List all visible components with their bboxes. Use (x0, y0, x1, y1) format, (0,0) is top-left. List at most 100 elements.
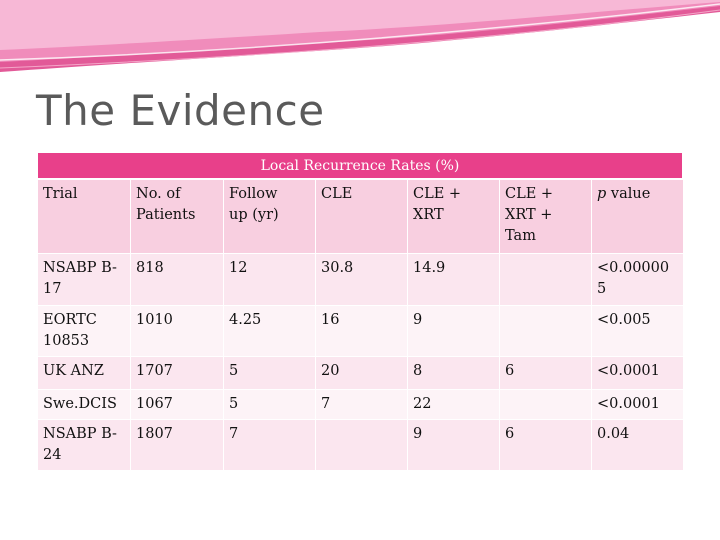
header-cell: Follow up (yr) (223, 179, 316, 254)
header-cell: p value (591, 179, 684, 254)
cell-line: Tam (505, 228, 536, 245)
table-row: Swe.DCIS 1067 5 7 22 <0.0001 (37, 389, 684, 421)
cell-line: 7 (321, 396, 331, 413)
table-cell: <0.00000 5 (591, 253, 684, 306)
table-cell: 1010 (130, 304, 224, 358)
table-cell: 14.9 (407, 253, 500, 306)
cell-line: CLE + (413, 186, 462, 202)
table-cell: 5 (223, 389, 316, 421)
cell-line: 8 (413, 363, 423, 380)
header-cell: CLE + XRT + Tam (499, 179, 592, 254)
table-cell: <0.0001 (591, 389, 684, 421)
cell-line: 1807 (136, 426, 173, 443)
table-cell: 7 (315, 389, 408, 421)
cell-line: 14.9 (413, 260, 446, 276)
cell-line: 9 (413, 312, 423, 328)
data-table: Trial No. of Patients Follow up (yr) CLE CLE +… (37, 179, 684, 472)
table-cell (499, 389, 592, 421)
table-cell: UK ANZ (37, 356, 131, 391)
table-cell (499, 253, 592, 306)
table-cell: 20 (315, 356, 408, 391)
cell-line: XRT + (505, 207, 553, 224)
cell-line: up (yr) (229, 207, 279, 224)
table-row: NSABP B- 17 818 12 30.8 14.9 <0.00000 5 (37, 253, 684, 306)
header-row: Trial No. of Patients Follow up (yr) CLE CLE +… (37, 179, 684, 254)
cell-line: Swe.DCIS (43, 396, 117, 413)
cell-line: 16 (321, 312, 340, 328)
table-cell: NSABP B- 24 (37, 419, 131, 472)
cell-line: 5 (229, 396, 239, 413)
cell-line: 6 (505, 363, 515, 380)
cell-line: NSABP B- (43, 426, 117, 443)
cell-line: <0.005 (597, 312, 651, 328)
table-cell: 0.04 (591, 419, 684, 472)
cell-line: NSABP B- (43, 260, 117, 276)
cell-line: 5 (229, 363, 239, 380)
table-cell (315, 419, 408, 472)
cell-line: <0.0001 (597, 363, 660, 380)
cell-line: CLE (321, 186, 353, 202)
cell-line: Patients (136, 207, 196, 224)
table-cell: <0.0001 (591, 356, 684, 391)
table-caption: Local Recurrence Rates (%) (37, 152, 683, 179)
table-cell: 6 (499, 356, 592, 391)
table-cell: 4.25 (223, 304, 316, 358)
cell-line: CLE + (505, 186, 554, 202)
cell-line: 4.25 (229, 312, 262, 328)
cell-line: Follow (229, 186, 278, 202)
table-cell: 818 (130, 253, 224, 306)
decorative-banner (0, 0, 720, 72)
cell-line: <0.0001 (597, 396, 660, 413)
table-row: EORTC 10853 1010 4.25 16 9 <0.005 (37, 304, 684, 358)
table-row: UK ANZ 1707 5 20 8 6 <0.0001 (37, 356, 684, 391)
slide-title: The Evidence (36, 86, 325, 135)
cell-line: 6 (505, 426, 515, 443)
table-cell: 6 (499, 419, 592, 472)
cell-line: 24 (43, 447, 62, 464)
table-cell: <0.005 (591, 304, 684, 358)
cell-line: 22 (413, 396, 432, 413)
table-cell: 9 (407, 304, 500, 358)
table-cell: 5 (223, 356, 316, 391)
table-cell: 1707 (130, 356, 224, 391)
table-cell: 8 (407, 356, 500, 391)
header-cell: Trial (37, 179, 131, 254)
table-cell: 30.8 (315, 253, 408, 306)
header-cell: CLE (315, 179, 408, 254)
cell-line: 1707 (136, 363, 173, 380)
cell-line: 7 (229, 426, 239, 443)
cell-line: 818 (136, 260, 164, 276)
cell-line: EORTC (43, 312, 97, 328)
table-cell: 12 (223, 253, 316, 306)
table-cell: 1067 (130, 389, 224, 421)
cell-line: 9 (413, 426, 423, 443)
cell-line: 17 (43, 281, 62, 298)
cell-line: XRT (413, 207, 444, 224)
cell-line: No. of (136, 186, 181, 202)
table-cell: NSABP B- 17 (37, 253, 131, 306)
cell-line: 1010 (136, 312, 173, 328)
cell-line: <0.00000 (597, 260, 670, 276)
table-cell: Swe.DCIS (37, 389, 131, 421)
table-cell: 7 (223, 419, 316, 472)
cell-line: UK ANZ (43, 363, 104, 380)
cell-line: 12 (229, 260, 248, 276)
table-cell: EORTC 10853 (37, 304, 131, 358)
table-cell: 22 (407, 389, 500, 421)
table-cell: 1807 (130, 419, 224, 472)
table-cell: 9 (407, 419, 500, 472)
cell-line: 30.8 (321, 260, 354, 276)
table-cell (499, 304, 592, 358)
cell-line: Trial (43, 186, 78, 202)
table-row: NSABP B- 24 1807 7 9 6 0.04 (37, 419, 684, 472)
cell-line: 0.04 (597, 426, 630, 443)
cell-line: 1067 (136, 396, 173, 413)
header-cell: No. of Patients (130, 179, 224, 254)
cell-line: 10853 (43, 333, 90, 350)
recurrence-table: Local Recurrence Rates (%) Trial No. of Pa… (37, 152, 684, 472)
header-cell: CLE + XRT (407, 179, 500, 254)
cell-line: 20 (321, 363, 340, 380)
table-cell: 16 (315, 304, 408, 358)
cell-line: p value (597, 186, 651, 202)
cell-line: 5 (597, 281, 607, 298)
